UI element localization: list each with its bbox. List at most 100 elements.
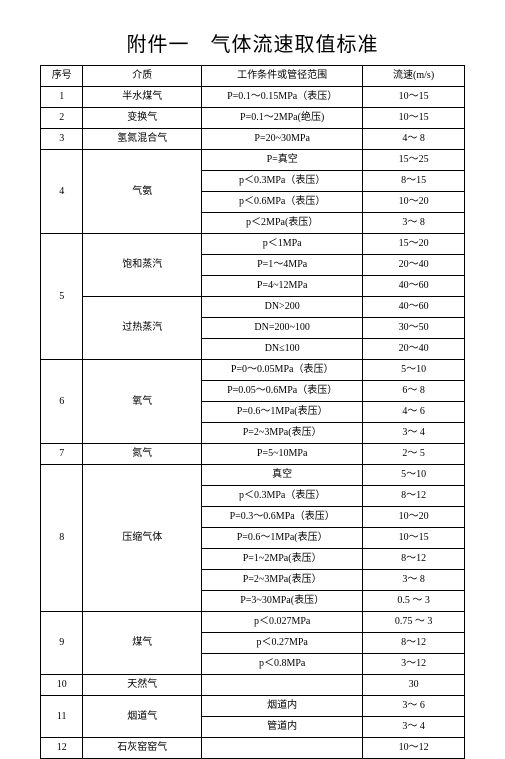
- cell-no: 8: [41, 465, 83, 612]
- cell-cond: p＜0.3MPa（表压）: [202, 486, 363, 507]
- cell-cond: p＜1MPa: [202, 234, 363, 255]
- cell-no: 5: [41, 234, 83, 360]
- cell-vel: 8～15: [363, 171, 465, 192]
- cell-cond: p＜0.6MPa（表压）: [202, 192, 363, 213]
- cell-no: 6: [41, 360, 83, 444]
- cell-no: 3: [41, 129, 83, 150]
- cell-no: 7: [41, 444, 83, 465]
- cell-no: 2: [41, 108, 83, 129]
- cell-medium: 压缩气体: [83, 465, 202, 612]
- cell-medium: 过热蒸汽: [83, 297, 202, 360]
- cell-cond: P=0.6～1MPa(表压）: [202, 402, 363, 423]
- cell-vel: 10～20: [363, 192, 465, 213]
- col-vel: 流速(m/s): [363, 66, 465, 87]
- cell-vel: 8～12: [363, 549, 465, 570]
- cell-cond: P=0.1～2MPa(绝压): [202, 108, 363, 129]
- cell-vel: 30: [363, 675, 465, 696]
- cell-vel: 3～ 8: [363, 570, 465, 591]
- cell-cond: P=0.1～0.15MPa（表压）: [202, 87, 363, 108]
- cell-cond: [202, 675, 363, 696]
- cell-cond: P=0～0.05MPa（表压）: [202, 360, 363, 381]
- cell-medium: 天然气: [83, 675, 202, 696]
- cell-cond: P=0.05～0.6MPa（表压）: [202, 381, 363, 402]
- cell-no: 9: [41, 612, 83, 675]
- page-title: 附件一 气体流速取值标准: [40, 28, 465, 57]
- cell-vel: 3～ 8: [363, 213, 465, 234]
- cell-no: 12: [41, 738, 83, 759]
- table-row: 10天然气 30: [41, 675, 465, 696]
- cell-no: 1: [41, 87, 83, 108]
- table-row: 12石灰窑窑气10～12: [41, 738, 465, 759]
- cell-cond: p＜2MPa(表压）: [202, 213, 363, 234]
- cell-cond: [202, 738, 363, 759]
- cell-vel: 15～25: [363, 150, 465, 171]
- cell-vel: 0.75 ～ 3: [363, 612, 465, 633]
- cell-vel: 3～ 6: [363, 696, 465, 717]
- cell-cond: 管道内: [202, 717, 363, 738]
- table-row: 6氧气P=0～0.05MPa（表压）5～10: [41, 360, 465, 381]
- cell-medium: 氧气: [83, 360, 202, 444]
- cell-cond: 烟道内: [202, 696, 363, 717]
- cell-cond: p＜0.27MPa: [202, 633, 363, 654]
- cell-vel: 20～40: [363, 255, 465, 276]
- col-medium: 介质: [83, 66, 202, 87]
- cell-cond: P=2~3MPa(表压）: [202, 423, 363, 444]
- cell-cond: DN≤100: [202, 339, 363, 360]
- cell-medium: 半水煤气: [83, 87, 202, 108]
- cell-vel: 3～ 4: [363, 717, 465, 738]
- cell-vel: 40～60: [363, 276, 465, 297]
- cell-medium: 饱和蒸汽: [83, 234, 202, 297]
- cell-vel: 40～60: [363, 297, 465, 318]
- cell-vel: 3～12: [363, 654, 465, 675]
- cell-cond: P=0.6～1MPa(表压）: [202, 528, 363, 549]
- cell-vel: 2～ 5: [363, 444, 465, 465]
- cell-vel: 3～ 4: [363, 423, 465, 444]
- table-row: 8压缩气体真空5～10: [41, 465, 465, 486]
- gas-velocity-table: 序号 介质 工作条件或管径范围 流速(m/s) 1半水煤气P=0.1～0.15M…: [40, 65, 465, 759]
- cell-cond: P=真空: [202, 150, 363, 171]
- cell-vel: 20～40: [363, 339, 465, 360]
- cell-cond: P=1～4MPa: [202, 255, 363, 276]
- cell-vel: 15～20: [363, 234, 465, 255]
- table-row: 2变换气P=0.1～2MPa(绝压)10～15: [41, 108, 465, 129]
- cell-cond: p＜0.8MPa: [202, 654, 363, 675]
- cell-vel: 8～12: [363, 486, 465, 507]
- table-row: 9煤气p＜0.027MPa0.75 ～ 3: [41, 612, 465, 633]
- cell-cond: 真空: [202, 465, 363, 486]
- cell-vel: 10～12: [363, 738, 465, 759]
- cell-vel: 10～15: [363, 87, 465, 108]
- table-header-row: 序号 介质 工作条件或管径范围 流速(m/s): [41, 66, 465, 87]
- cell-medium: 氢氮混合气: [83, 129, 202, 150]
- table-row: 11烟道气烟道内3～ 6: [41, 696, 465, 717]
- cell-vel: 5～10: [363, 360, 465, 381]
- cell-vel: 0.5 ～ 3: [363, 591, 465, 612]
- cell-medium: 氮气: [83, 444, 202, 465]
- cell-cond: P=4~12MPa: [202, 276, 363, 297]
- cell-vel: 5～10: [363, 465, 465, 486]
- cell-medium: 烟道气: [83, 696, 202, 738]
- table-row: 4气氨P=真空15～25: [41, 150, 465, 171]
- cell-cond: p＜0.3MPa（表压）: [202, 171, 363, 192]
- cell-vel: 10～20: [363, 507, 465, 528]
- col-no: 序号: [41, 66, 83, 87]
- cell-cond: p＜0.027MPa: [202, 612, 363, 633]
- cell-vel: 4～ 6: [363, 402, 465, 423]
- col-cond: 工作条件或管径范围: [202, 66, 363, 87]
- cell-vel: 10～15: [363, 528, 465, 549]
- cell-cond: P=5~10MPa: [202, 444, 363, 465]
- cell-vel: 8～12: [363, 633, 465, 654]
- cell-no: 4: [41, 150, 83, 234]
- cell-medium: 变换气: [83, 108, 202, 129]
- cell-vel: 10～15: [363, 108, 465, 129]
- table-row: 1半水煤气P=0.1～0.15MPa（表压）10～15: [41, 87, 465, 108]
- cell-no: 10: [41, 675, 83, 696]
- cell-cond: P=0.3～0.6MPa（表压）: [202, 507, 363, 528]
- cell-vel: 4～ 8: [363, 129, 465, 150]
- cell-cond: P=2~3MPa(表压）: [202, 570, 363, 591]
- cell-vel: 30～50: [363, 318, 465, 339]
- cell-medium: 气氨: [83, 150, 202, 234]
- cell-cond: DN=200~100: [202, 318, 363, 339]
- table-row: 3氢氮混合气P=20~30MPa4～ 8: [41, 129, 465, 150]
- cell-cond: P=20~30MPa: [202, 129, 363, 150]
- table-row: 7氮气P=5~10MPa2～ 5: [41, 444, 465, 465]
